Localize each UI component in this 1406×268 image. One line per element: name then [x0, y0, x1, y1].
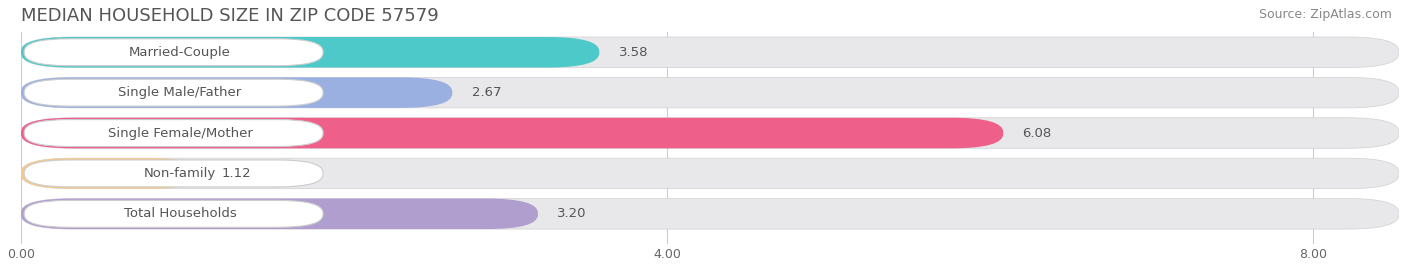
FancyBboxPatch shape: [21, 199, 1399, 229]
Text: Married-Couple: Married-Couple: [129, 46, 231, 59]
Text: Total Households: Total Households: [124, 207, 236, 220]
FancyBboxPatch shape: [21, 158, 202, 189]
FancyBboxPatch shape: [21, 77, 453, 108]
FancyBboxPatch shape: [24, 200, 323, 227]
FancyBboxPatch shape: [21, 118, 1004, 148]
Text: Single Male/Father: Single Male/Father: [118, 86, 242, 99]
FancyBboxPatch shape: [21, 77, 1399, 108]
Text: 2.67: 2.67: [471, 86, 501, 99]
FancyBboxPatch shape: [24, 160, 323, 187]
FancyBboxPatch shape: [21, 199, 538, 229]
FancyBboxPatch shape: [24, 79, 323, 106]
Text: Non-family: Non-family: [143, 167, 217, 180]
Text: Single Female/Mother: Single Female/Mother: [108, 126, 253, 140]
FancyBboxPatch shape: [21, 37, 1399, 68]
Text: Source: ZipAtlas.com: Source: ZipAtlas.com: [1258, 8, 1392, 21]
Text: 6.08: 6.08: [1022, 126, 1052, 140]
Text: 3.20: 3.20: [557, 207, 586, 220]
FancyBboxPatch shape: [24, 39, 323, 66]
Text: MEDIAN HOUSEHOLD SIZE IN ZIP CODE 57579: MEDIAN HOUSEHOLD SIZE IN ZIP CODE 57579: [21, 7, 439, 25]
FancyBboxPatch shape: [21, 118, 1399, 148]
FancyBboxPatch shape: [21, 158, 1399, 189]
Text: 3.58: 3.58: [619, 46, 648, 59]
FancyBboxPatch shape: [21, 37, 599, 68]
Text: 1.12: 1.12: [221, 167, 250, 180]
FancyBboxPatch shape: [24, 120, 323, 147]
